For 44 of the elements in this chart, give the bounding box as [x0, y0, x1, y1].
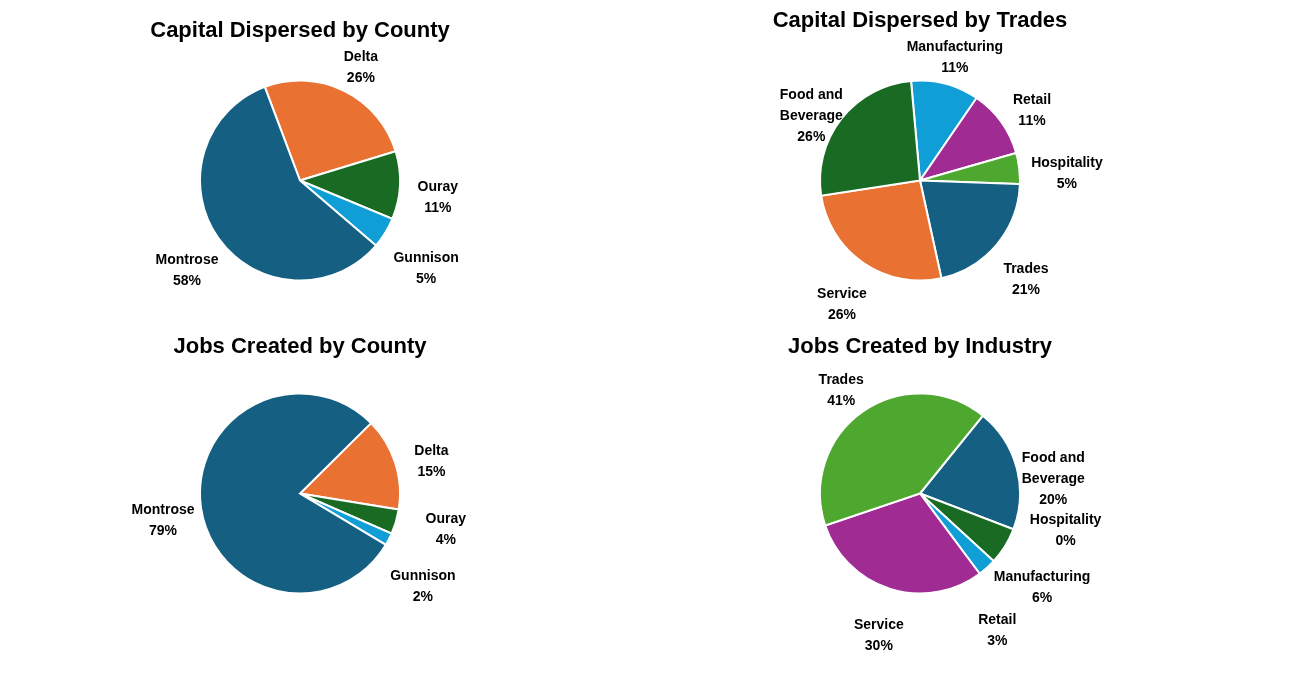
slice-label: Hospitality — [1031, 153, 1103, 170]
data-label: 30% — [864, 637, 894, 654]
category-label: Hospitality — [1029, 511, 1102, 528]
data-label: 6% — [1031, 589, 1053, 606]
slice-label: Gunnison — [390, 567, 456, 584]
data-label: 21% — [1011, 280, 1041, 297]
data-label: 5% — [1056, 174, 1078, 191]
slice-label: Delta — [414, 442, 449, 459]
data-label: 5% — [415, 269, 437, 286]
slice-label: Trades — [818, 371, 864, 388]
data-label: 26% — [346, 68, 376, 85]
data-label: 15% — [417, 463, 446, 480]
chart-title: Capital Dispersed by Trades — [772, 6, 1068, 32]
data-label: 4% — [435, 530, 457, 547]
slice-label: Ouray — [417, 178, 459, 195]
data-label: 2% — [412, 588, 434, 605]
text: 0% — [1055, 532, 1076, 549]
data-label: 3% — [987, 631, 1008, 648]
slice-label: Gunnison — [393, 248, 459, 265]
slice-label: Food and Beverage — [779, 86, 844, 124]
slice-label: Food and Beverage — [1021, 448, 1085, 486]
slice-label: Ouray — [425, 509, 467, 526]
data-label: 41% — [827, 392, 856, 409]
slice-label: Service — [817, 285, 868, 302]
chart-title: Jobs Created by County — [173, 333, 428, 358]
chart-title: Jobs Created by Industry — [787, 333, 1053, 358]
slice-label: Trades — [1003, 259, 1049, 276]
chart-title: Capital Dispersed by County — [150, 16, 451, 42]
data-label: 26% — [797, 128, 826, 145]
data-label: 11% — [1018, 111, 1047, 128]
data-label: 79% — [148, 522, 178, 539]
slice-label: Retail — [978, 610, 1017, 627]
slice-label: Retail — [1012, 90, 1052, 107]
data-label: 11% — [941, 58, 970, 75]
data-label: 11% — [424, 199, 453, 216]
data-label: 58% — [172, 271, 202, 288]
data-label: 20% — [1039, 490, 1068, 507]
slice-label: Manufacturing — [993, 568, 1091, 585]
slice-label: Service — [853, 616, 904, 633]
slice-label: Manufacturing — [906, 37, 1004, 54]
slice-label: Montrose — [131, 501, 195, 518]
slice-label: Montrose — [155, 250, 219, 267]
slice-label: Delta — [343, 47, 379, 64]
data-label: 26% — [827, 306, 857, 323]
